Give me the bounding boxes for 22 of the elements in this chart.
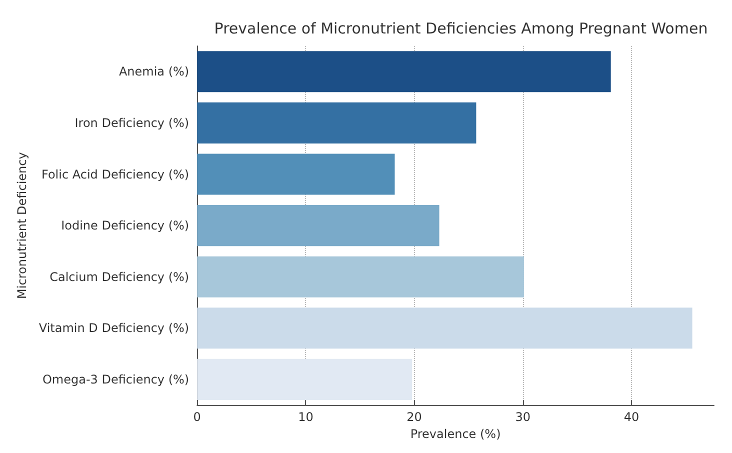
y-tick-label: Vitamin D Deficiency (%): [38, 321, 190, 336]
y-axis-title: Micronutrient Deficiency: [15, 152, 29, 299]
y-tick-label: Folic Acid Deficiency (%): [41, 167, 190, 182]
x-axis-title: Prevalence (%): [410, 427, 501, 441]
x-tick-label: 30: [515, 410, 531, 424]
y-tick-label: Omega-3 Deficiency (%): [42, 372, 190, 386]
x-tick-label: 10: [298, 410, 314, 424]
bar: [197, 358, 412, 400]
y-tick-label: Anemia (%): [118, 64, 190, 79]
x-tick-label: 0: [193, 410, 201, 424]
bar: [197, 51, 611, 92]
bar: [197, 154, 395, 195]
bar: [197, 205, 440, 246]
bar: [197, 102, 476, 144]
bar: [197, 308, 692, 349]
y-tick-label: Iron Deficiency (%): [74, 116, 190, 130]
bar: [197, 256, 524, 298]
x-tick-label: 40: [624, 410, 640, 424]
chart-title: Prevalence of Micronutrient Deficiencies Among Pregnant Women: [214, 20, 708, 38]
y-tick-label: Calcium Deficiency (%): [50, 270, 190, 284]
y-tick-label: Iodine Deficiency (%): [61, 218, 190, 233]
x-tick-label: 20: [406, 410, 422, 424]
